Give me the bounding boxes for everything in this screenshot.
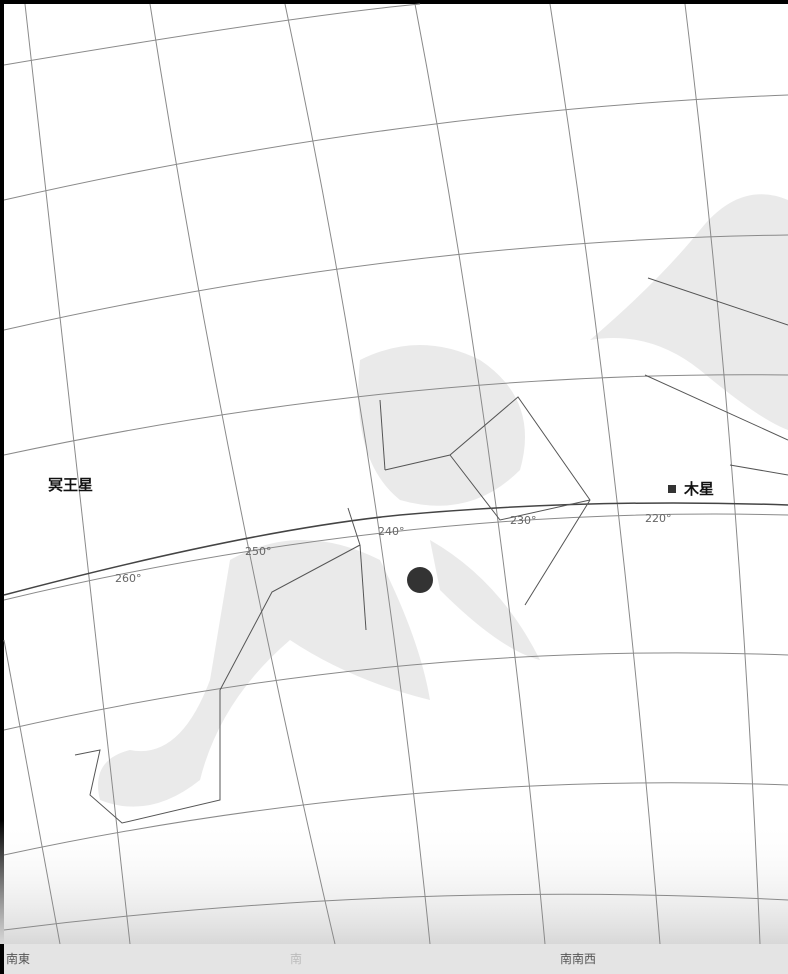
direction-label: 南東 [6,951,30,966]
jupiter-marker [668,485,676,493]
top-border [0,0,788,4]
ecliptic-label: 260° [115,572,142,585]
horizon-bar [4,944,788,974]
ecliptic-label: 250° [245,545,272,558]
direction-label: 南南西 [560,951,596,966]
moon [407,567,433,593]
horizon-haze [0,820,788,944]
direction-label: 南 [290,951,302,966]
ecliptic-label: 220° [645,512,672,525]
planet-label: 木星 [683,480,714,498]
constellation-lines [74,277,788,824]
coordinate-grid [3,3,788,945]
ecliptic-label: 230° [510,514,537,527]
ecliptic-label: 240° [378,525,405,538]
planet-label: 冥王星 [48,476,93,494]
left-border [0,0,4,974]
ecliptic [3,502,788,596]
